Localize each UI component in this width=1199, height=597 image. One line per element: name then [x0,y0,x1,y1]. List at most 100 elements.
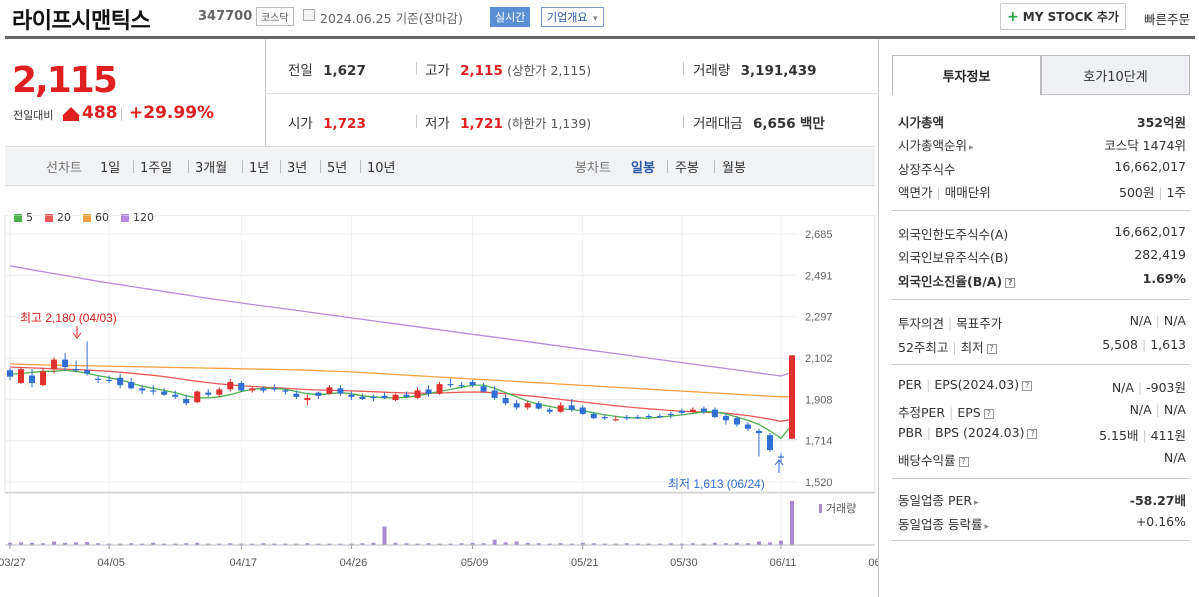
volume-bar [129,543,134,545]
open-label: 시가 [288,116,313,132]
candle-body [271,388,278,390]
eps-label: EPS(2024.03) [934,377,1020,392]
candle-body [546,409,553,412]
volume: 거래량 3,191,439 [693,59,817,79]
tab-orderbook[interactable]: 호가10단계 [1041,55,1190,95]
candle-body [84,370,91,374]
legend-item: 60 [83,211,109,224]
help-icon[interactable]: ? [1005,278,1016,288]
candle-period-option[interactable]: 주봉 [675,161,699,176]
sector-per-link[interactable]: 동일업종 PER ▸ [898,490,979,509]
volume-legend-label: 거래량 [826,502,856,515]
panel-divider [878,39,879,597]
candle-body [326,387,333,394]
opinion-value: N/A [1129,313,1152,328]
volume-bar [712,542,717,545]
candle-period-option[interactable]: 일봉 [631,161,655,176]
foreign-hold-value: 282,419 [1134,247,1186,262]
prev-value: 1,627 [323,63,366,79]
amount-label: 거래대금 [693,116,743,132]
volume-bar [382,526,387,545]
dividend-label: 배당수익률 [898,453,956,468]
candle-body [337,388,344,394]
mystock-add-button[interactable]: + MY STOCK 추가 [1000,3,1126,30]
range-option[interactable]: 1주일 [140,161,173,176]
candle-body [29,375,36,384]
volume-bar [283,543,288,545]
mcap-rank-link[interactable]: 시가총액순위 ▸ [898,135,974,154]
divider [242,160,243,173]
volume-bar [349,543,354,545]
candle-body [744,424,751,429]
volume-bar [41,543,46,545]
candle-period-option[interactable]: 월봉 [722,161,746,176]
volume-bar [701,543,706,545]
quick-order-link[interactable]: 빠른주문 [1144,12,1191,27]
candle-body [667,413,674,416]
range-option[interactable]: 3개월 [195,161,228,176]
help-icon[interactable]: ? [983,409,994,419]
candle-body [62,359,69,368]
divider [320,160,321,173]
target-label: 목표주가 [956,316,1003,331]
volume-bar [536,543,541,545]
range-option[interactable]: 1일 [100,161,121,176]
sector-per-label: 동일업종 PER [898,493,973,508]
candle-body [117,377,124,386]
range-option[interactable]: 1년 [249,161,270,176]
candle-body [480,386,487,392]
volume-bar [96,543,101,545]
candle-body [293,393,300,397]
help-icon[interactable]: ? [1027,429,1038,439]
divider [133,160,134,173]
sector-rate-row: 동일업종 등락률 ▸ +0.16% [898,514,1186,533]
divider [714,160,715,173]
candle-body [304,397,311,401]
plus-icon: + [1007,8,1019,25]
par-label: 액면가 [898,185,933,200]
sector-rate-link[interactable]: 동일업종 등락률 ▸ [898,514,989,533]
range-option[interactable]: 5년 [327,161,348,176]
legend-label: 120 [133,211,154,224]
help-icon[interactable]: ? [1022,381,1033,391]
help-icon[interactable]: ? [958,457,969,467]
mcap-rank-label: 시가총액순위 [898,138,968,153]
volume-legend-swatch [819,504,822,513]
candle-body [436,384,443,394]
candle-body [568,405,575,410]
price-chart[interactable]: 2,685 2,491 2,297 2,102 1,908 1,714 1,520 03/27… [0,215,878,597]
candle-body [183,398,190,404]
x-tick-label: 04/17 [230,557,258,569]
per-label: PER [898,377,923,392]
candle-body [40,371,47,386]
realtime-badge[interactable]: 실시간 [490,7,531,27]
company-overview-button[interactable]: 기업개요 ▾ [541,7,604,27]
x-tick-label: 04/26 [340,557,368,569]
range-option[interactable]: 10년 [367,161,396,176]
divider [892,478,1190,479]
foreign-limit-row: 외국인한도주식수(A) 16,662,017 [898,224,1186,243]
volume-bar [151,542,156,545]
volume-bar [371,542,376,545]
candle-body [711,409,718,418]
volume-bar [195,542,200,545]
candle-body [392,394,399,401]
est-per-label: 추정PER [898,405,946,420]
pbr-row: PBR | BPS (2024.03)? 5.15배 | 411원 [898,425,1186,443]
target-value: N/A [1163,313,1186,328]
chevron-right-icon: ▸ [974,498,979,508]
help-icon[interactable]: ? [986,344,997,354]
volume-bar [492,539,497,545]
volume-bar [140,543,145,545]
candle-chart-label: 봉차트 [575,161,611,176]
change-value: 488 [82,103,118,123]
range-option[interactable]: 3년 [287,161,308,176]
legend-label: 20 [57,211,71,224]
date-basis: 2024.06.25 기준(장마감) [320,8,463,27]
volume-bar [459,543,464,545]
tab-invest-info[interactable]: 투자정보 [892,55,1041,95]
change-label: 전일대비 [13,109,54,122]
pbr-label: PBR [898,425,923,440]
candle-body [469,381,476,386]
candle-body [513,403,520,408]
